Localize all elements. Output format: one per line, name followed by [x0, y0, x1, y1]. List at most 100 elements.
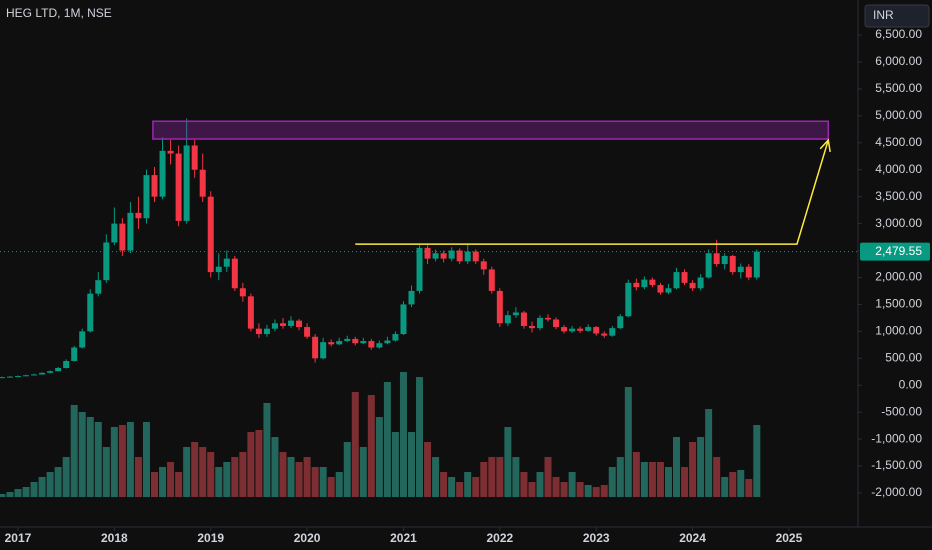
candle-body [103, 242, 110, 281]
volume-bar [737, 470, 745, 497]
candle-body [480, 261, 487, 270]
x-tick-label: 2017 [5, 531, 32, 545]
candle-body [609, 328, 616, 336]
candle-body [376, 343, 383, 348]
volume-bar [263, 403, 271, 497]
volume-bar [424, 442, 432, 497]
volume-bar [592, 487, 600, 497]
volume-bar [351, 392, 359, 497]
candle-body [681, 272, 688, 283]
y-tick-label: -2,000.00 [871, 485, 922, 499]
candle-body [191, 145, 198, 170]
volume-bar [0, 494, 6, 497]
volume-bar [375, 417, 383, 497]
volume-bar [231, 457, 239, 497]
candle-body [215, 266, 222, 273]
last-price-box [860, 242, 930, 261]
candle-body [127, 212, 134, 251]
volume-bar [191, 442, 199, 497]
candle-body [63, 360, 70, 369]
target-arrow-line [355, 139, 830, 245]
volume-bar [681, 467, 689, 497]
x-tick-label: 2020 [294, 531, 321, 545]
volume-bar [689, 442, 697, 497]
candle-body [633, 282, 640, 288]
candle-body [151, 175, 158, 197]
volume-bar [279, 452, 287, 497]
volume-bar [640, 462, 648, 497]
volume-bar [504, 427, 512, 497]
y-tick-label: 5,000.00 [875, 108, 922, 122]
volume-bar [632, 452, 640, 497]
volume-bar [102, 447, 110, 497]
y-tick-label: 1,500.00 [875, 297, 922, 311]
candle-body [697, 277, 704, 289]
volume-bar [721, 477, 729, 497]
candle-body [336, 341, 343, 345]
y-tick-label: 2,000.00 [875, 270, 922, 284]
candle-body [440, 253, 447, 259]
volume-bar [745, 479, 753, 497]
candle-body [239, 288, 246, 297]
volume-bar [729, 472, 737, 497]
candle-body [255, 328, 262, 335]
currency-label: INR [873, 8, 894, 22]
y-tick-label: -1,000.00 [871, 431, 922, 445]
candle-body [649, 279, 656, 286]
volume-bar [239, 452, 247, 497]
volume-bar [255, 430, 263, 497]
candle-body [432, 253, 439, 259]
volume-bar [159, 467, 167, 497]
candle-body [472, 251, 479, 262]
volume-bar [648, 462, 656, 497]
volume-bar [440, 472, 448, 497]
volume-bar [407, 432, 415, 497]
volume-bar [295, 462, 303, 497]
volume-bar [383, 382, 391, 497]
volume-bar [520, 472, 528, 497]
volume-bar [343, 442, 351, 497]
volume-bar [391, 432, 399, 497]
currency-button[interactable] [864, 4, 930, 28]
volume-bar [432, 457, 440, 497]
arrow-head [819, 138, 831, 153]
volume-bar [456, 482, 464, 497]
candle-body [55, 368, 62, 372]
y-tick-label: -1,500.00 [871, 458, 922, 472]
candle-body [159, 150, 166, 197]
candle-body [617, 316, 624, 329]
candle-body [280, 323, 287, 326]
volume-bar [552, 477, 560, 497]
volume-bar [142, 422, 150, 497]
candle-body [271, 323, 278, 329]
volume-bar [199, 447, 207, 497]
candle-body [31, 374, 38, 376]
candle-body [312, 336, 319, 359]
volume-bar [6, 492, 14, 497]
candle-body [456, 250, 463, 262]
candle-body [0, 377, 5, 379]
candle-body [352, 338, 359, 344]
candle-body [673, 272, 680, 289]
last-price-label: 2,479.55 [875, 244, 922, 258]
candle-body [167, 150, 174, 154]
candle-body [721, 255, 728, 265]
candle-body [488, 269, 495, 291]
candle-body [47, 371, 54, 373]
volume-bar [70, 405, 78, 497]
volume-bar [46, 472, 54, 497]
volume-bar [86, 417, 94, 497]
volume-bar [175, 472, 183, 497]
volume-bar [22, 487, 30, 497]
volume-bar [367, 395, 375, 497]
candle-body [601, 333, 608, 336]
y-tick-label: 3,000.00 [875, 216, 922, 230]
volume-bar [30, 482, 38, 497]
candle-body [569, 328, 576, 332]
candle-body [71, 347, 78, 361]
candle-body [408, 290, 415, 305]
candle-body [424, 247, 431, 259]
volume-bar [94, 422, 102, 497]
volume-bar [512, 457, 520, 497]
candle-body [368, 341, 375, 348]
